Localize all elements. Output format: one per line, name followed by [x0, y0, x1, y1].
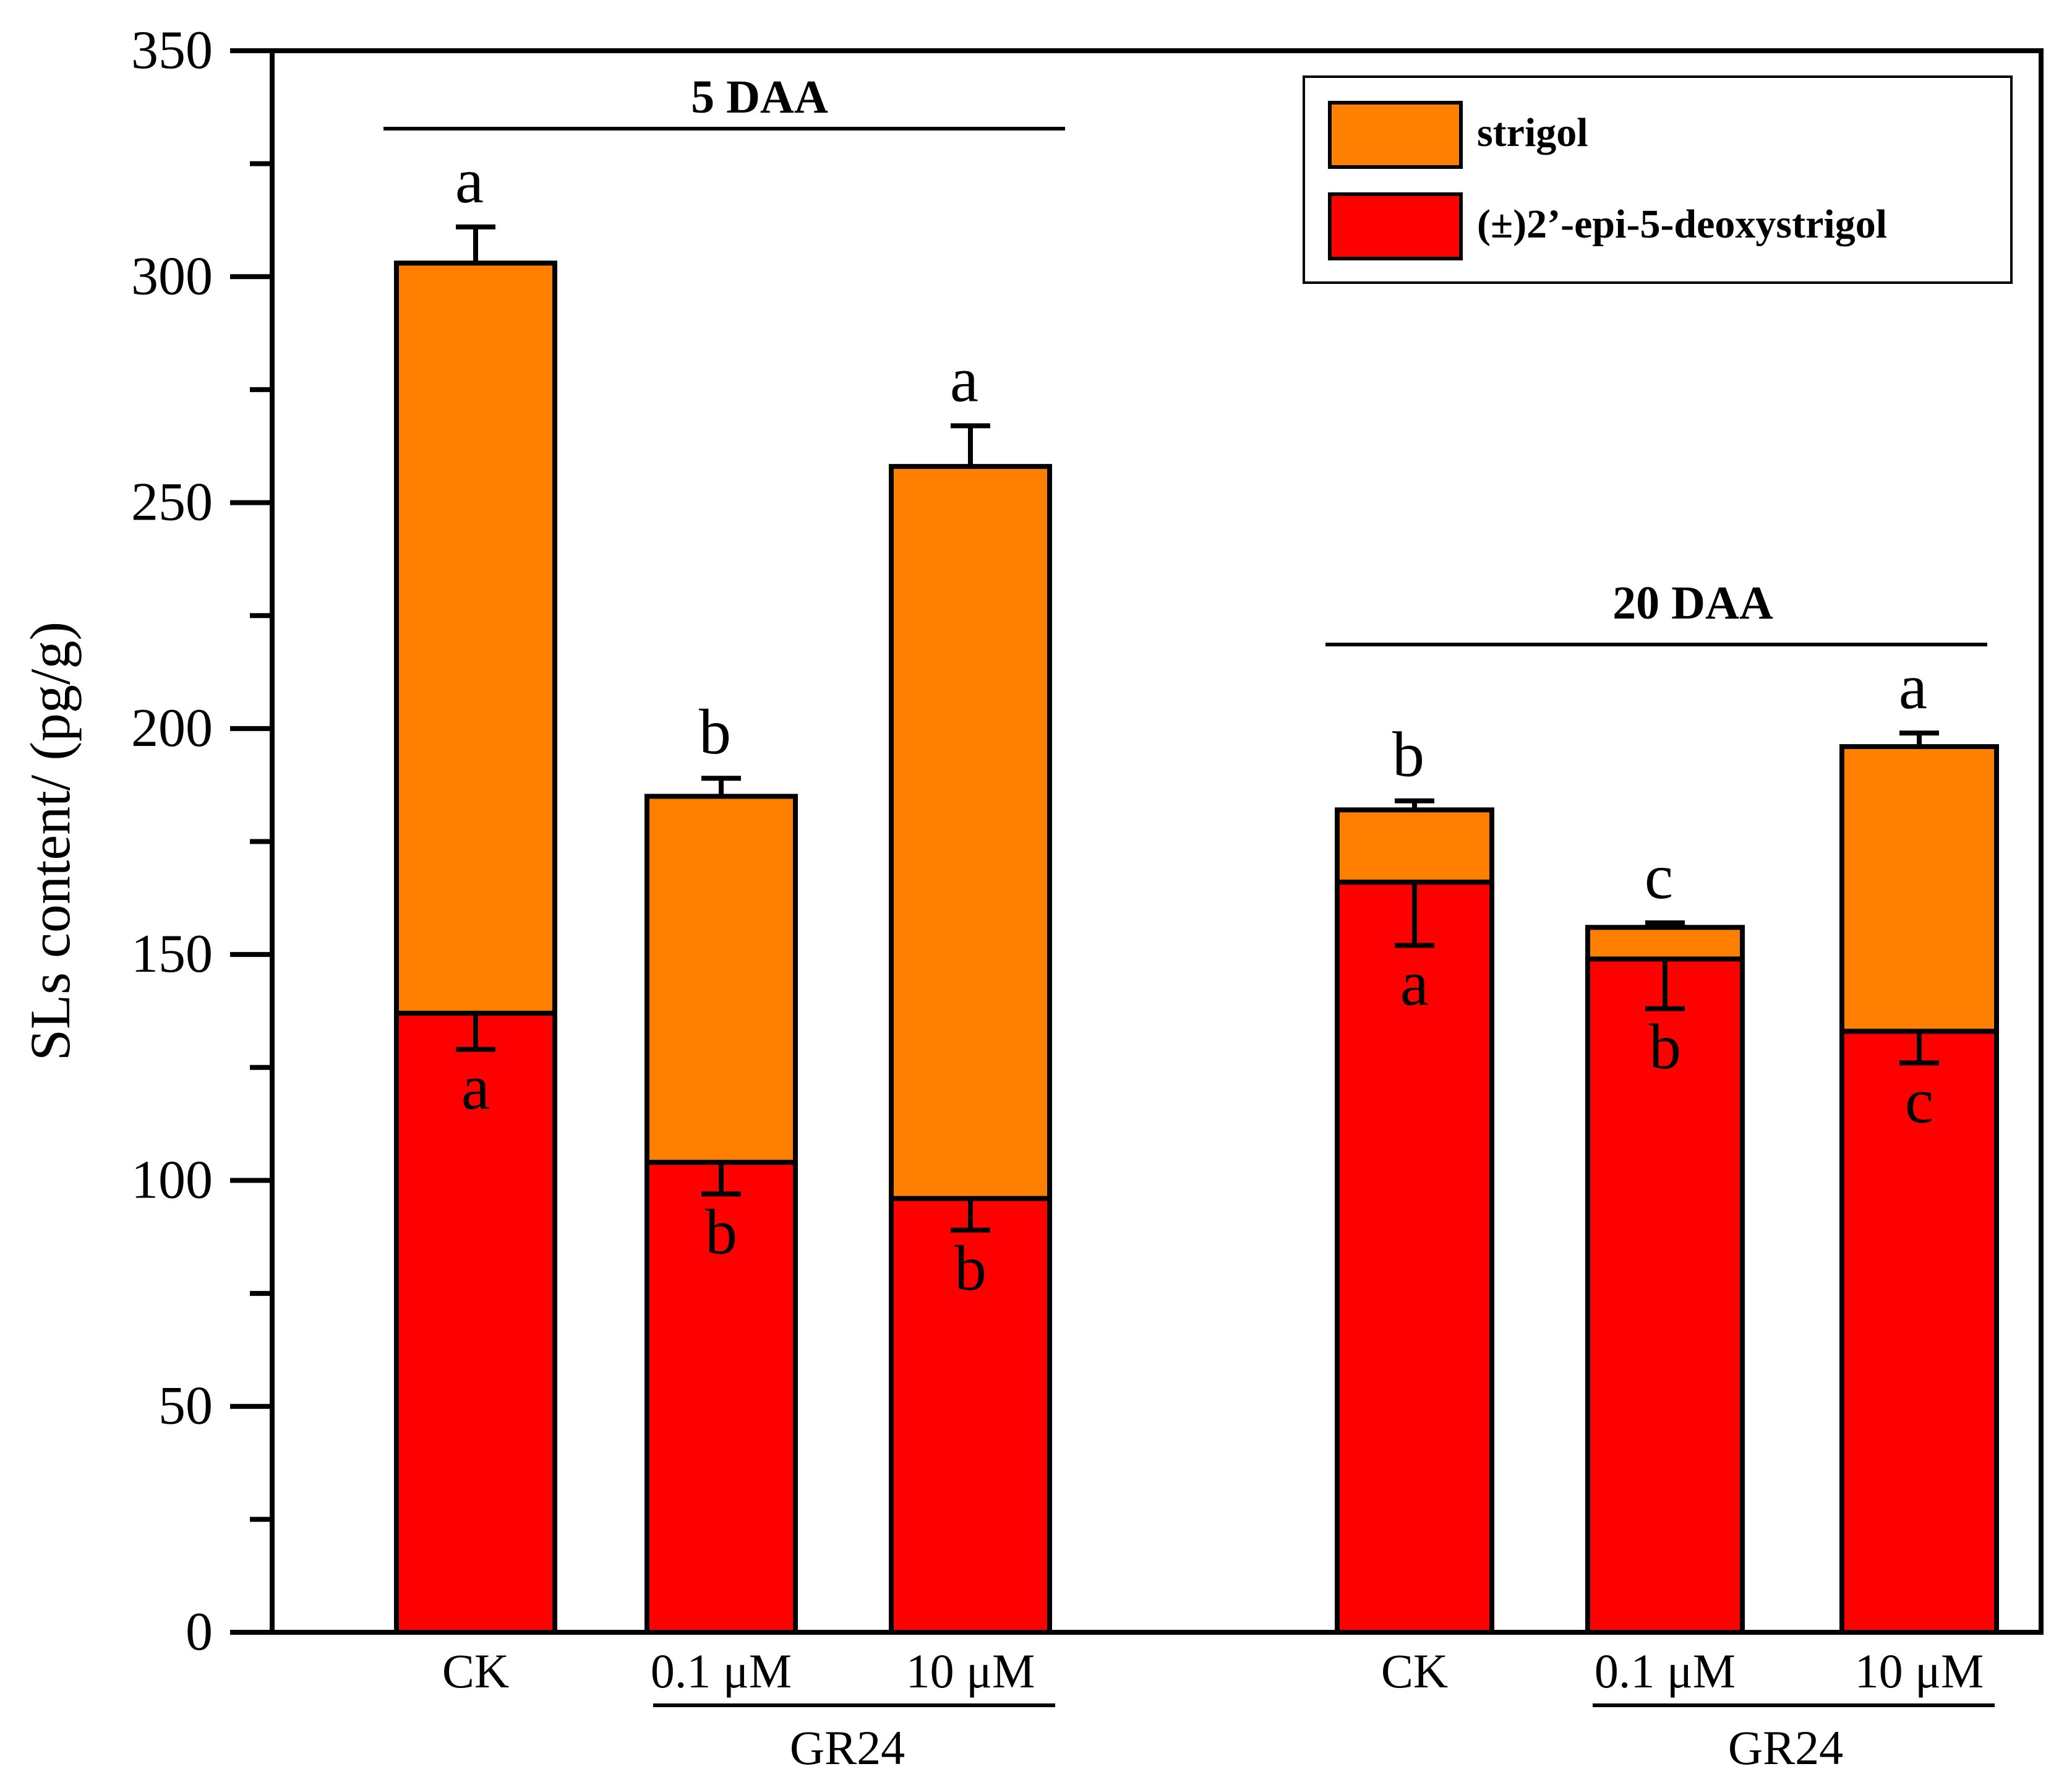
x-tick-label: 0.1 μM: [1595, 1644, 1736, 1698]
x-tick-label: CK: [442, 1644, 509, 1698]
letter-strigol: a: [455, 145, 484, 216]
letter-epi-deoxystrigol: b: [954, 1233, 987, 1304]
y-tick-label: 250: [131, 473, 213, 533]
letter-epi-deoxystrigol: b: [1649, 1011, 1681, 1082]
bar-strigol: [1335, 807, 1494, 885]
letter-epi-deoxystrigol: b: [705, 1196, 737, 1267]
y-tick-label: 150: [131, 924, 213, 984]
legend: strigol (±)2’-epi-5-deoxystrigol: [1303, 75, 2013, 284]
x-axis: CK 0.1 μM 10 μM CK 0.1 μM 10 μM: [442, 1644, 1984, 1698]
x-tick-label: 10 μM: [1855, 1644, 1984, 1698]
y-tick-label: 100: [131, 1150, 213, 1210]
y-axis: 0 50 100 150 200 250 300 350: [131, 20, 272, 1662]
letter-epi-deoxystrigol: a: [1400, 948, 1429, 1019]
bar-strigol: [394, 260, 557, 1016]
letter-strigol: c: [1645, 841, 1673, 912]
y-axis-label: SLs content/ (pg/g): [19, 622, 82, 1061]
group-labels-layer: 5 DAA GR24 20 DAA GR24: [383, 71, 1995, 1775]
y-tick-label: 200: [131, 698, 213, 758]
significance-letters-layer: a a b b a b b a c b a c: [455, 145, 1933, 1304]
letter-strigol: b: [1392, 719, 1424, 790]
x-tick-label: 10 μM: [906, 1644, 1035, 1698]
y-tick-label: 350: [131, 20, 213, 80]
bar-strigol: [644, 794, 798, 1165]
y-tick-label: 0: [186, 1602, 213, 1662]
bar-epi-deoxystrigol: [1335, 880, 1494, 1635]
letter-epi-deoxystrigol: c: [1905, 1065, 1933, 1136]
y-tick-label: 300: [131, 246, 213, 306]
treatment-label: GR24: [790, 1721, 905, 1775]
letter-strigol: b: [699, 696, 731, 768]
letter-epi-deoxystrigol: a: [461, 1052, 490, 1123]
legend-swatch-epi-deoxystrigol: [1328, 192, 1463, 260]
bars-layer: [394, 260, 1999, 1635]
bar-strigol: [1839, 744, 1999, 1034]
legend-label-strigol: strigol: [1477, 110, 1588, 155]
treatment-label: GR24: [1728, 1721, 1843, 1775]
bar-strigol: [1585, 925, 1745, 962]
x-tick-label: CK: [1381, 1644, 1448, 1698]
legend-swatch-strigol: [1328, 101, 1463, 169]
letter-strigol: a: [1899, 651, 1927, 722]
x-tick-label: 0.1 μM: [651, 1644, 792, 1698]
y-tick-label: 50: [158, 1376, 213, 1436]
group-label: 5 DAA: [691, 71, 828, 123]
letter-strigol: a: [950, 344, 978, 415]
group-label: 20 DAA: [1612, 577, 1773, 629]
legend-label-epi-deoxystrigol: (±)2’-epi-5-deoxystrigol: [1477, 202, 1887, 247]
error-bars-layer: [456, 224, 1939, 1233]
bar-strigol: [889, 464, 1052, 1201]
bar-epi-deoxystrigol: [1839, 1029, 1999, 1635]
